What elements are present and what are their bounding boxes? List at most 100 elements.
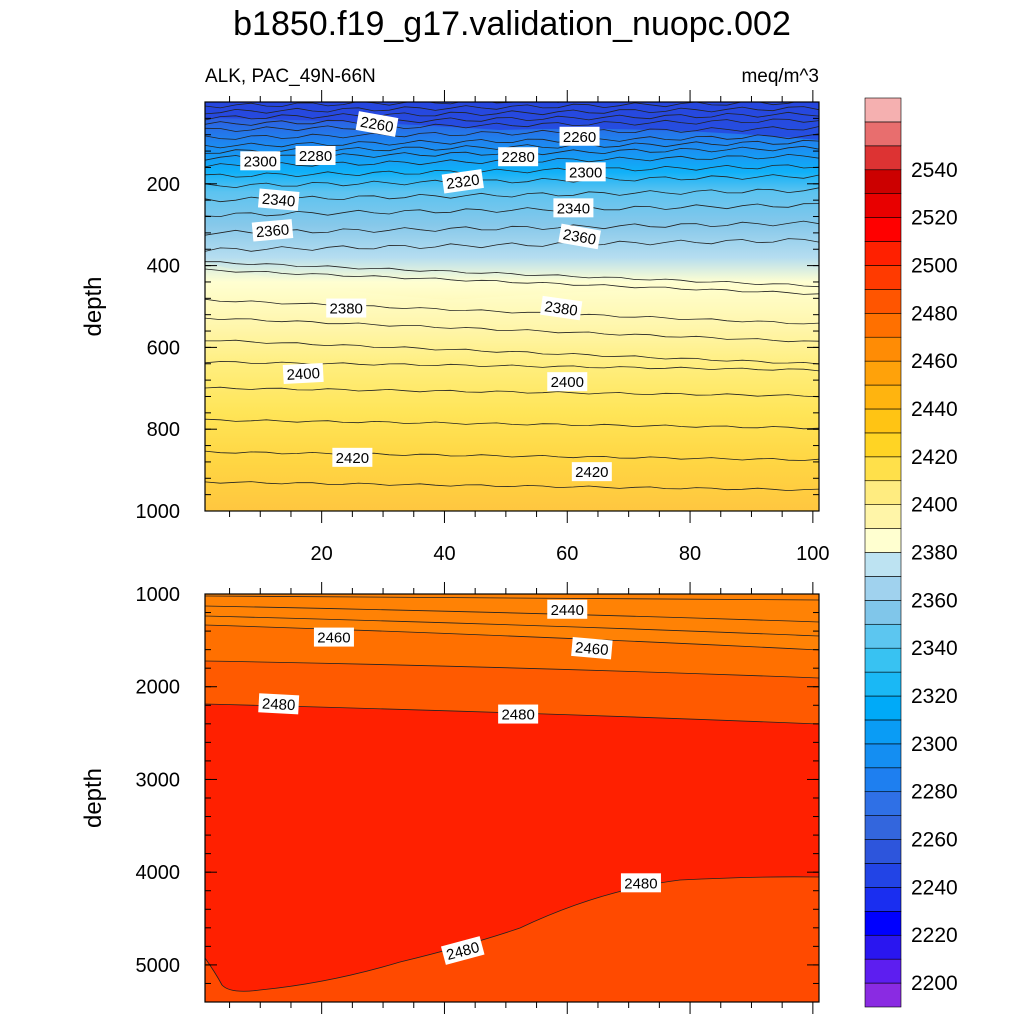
colorbar-swatch bbox=[864, 265, 902, 290]
contour-label-text: 2280 bbox=[299, 148, 332, 165]
contour-label-text: 2420 bbox=[336, 450, 369, 467]
lower-contour-line bbox=[205, 624, 819, 651]
upper-contour-line bbox=[205, 106, 819, 121]
upper-contour-line bbox=[205, 174, 819, 189]
upper-contour-line bbox=[205, 386, 819, 398]
contour-label-text: 2380 bbox=[330, 301, 363, 318]
upper-contour-line bbox=[205, 339, 819, 365]
lower-contour-line bbox=[205, 615, 819, 637]
contour-label: 2400 bbox=[547, 372, 588, 392]
contour-label-text: 2300 bbox=[244, 153, 277, 170]
colorbar-swatch bbox=[864, 432, 902, 458]
contour-label-box bbox=[440, 936, 485, 965]
contour-label: 2460 bbox=[571, 637, 613, 660]
colorbar-swatch bbox=[864, 934, 902, 960]
colorbar-tick-label: 2400 bbox=[911, 494, 958, 517]
contour-label-text: 2300 bbox=[569, 164, 602, 181]
colorbar-swatch bbox=[864, 504, 902, 529]
colorbar-swatch bbox=[864, 217, 902, 242]
contour-label-box bbox=[240, 151, 281, 171]
colorbar-swatch bbox=[864, 169, 902, 194]
upper-contour-line bbox=[205, 418, 819, 430]
contour-label: 2380 bbox=[326, 298, 367, 318]
contour-label: 2480 bbox=[440, 936, 485, 965]
x-tick-label: 60 bbox=[556, 543, 578, 565]
contour-label: 2340 bbox=[257, 188, 300, 211]
upper-contour-line bbox=[205, 187, 819, 203]
colorbar-swatch bbox=[864, 480, 902, 505]
x-tick-label: 20 bbox=[311, 543, 333, 565]
contour-label: 2380 bbox=[540, 295, 583, 321]
lower-panel-field bbox=[205, 594, 819, 1002]
contour-label-text: 2460 bbox=[574, 639, 609, 659]
contour-label-text: 2400 bbox=[551, 374, 584, 391]
contour-label-box bbox=[571, 637, 613, 660]
contour-label-box bbox=[558, 223, 601, 250]
contour-label: 2320 bbox=[441, 169, 484, 194]
colorbar-swatch bbox=[864, 528, 902, 553]
colorbar-swatch bbox=[864, 647, 902, 673]
lower-contour-line bbox=[205, 595, 819, 601]
contour-label-text: 2260 bbox=[563, 129, 596, 146]
contour-label: 2420 bbox=[332, 447, 373, 467]
contour-label-box bbox=[620, 873, 661, 893]
colorbar-tick-label: 2280 bbox=[911, 781, 958, 804]
contour-label-box bbox=[498, 147, 539, 167]
contour-label-box bbox=[251, 219, 294, 242]
contour-label-box bbox=[313, 627, 354, 647]
contour-label: 2340 bbox=[553, 198, 594, 218]
contour-label-box bbox=[332, 447, 373, 467]
colorbar-swatch bbox=[864, 600, 902, 625]
contour-label-box bbox=[571, 462, 612, 482]
colorbar-swatch bbox=[864, 408, 902, 434]
contour-label: 2480 bbox=[258, 693, 300, 715]
colorbar-tick-label: 2520 bbox=[911, 207, 958, 230]
y-tick-label: 800 bbox=[147, 419, 180, 441]
y-tick-label: 600 bbox=[147, 337, 180, 359]
colorbar-swatch bbox=[864, 241, 902, 266]
upper-contour-line bbox=[205, 203, 819, 218]
colorbar-swatch bbox=[864, 982, 902, 1008]
contour-label-text: 2480 bbox=[624, 875, 657, 892]
contour-label-box bbox=[547, 372, 588, 392]
upper-contour-line bbox=[205, 220, 819, 236]
contour-label: 2440 bbox=[547, 599, 588, 619]
upper-contour-line bbox=[205, 102, 819, 115]
colorbar-swatch bbox=[864, 887, 902, 912]
colorbar-swatch bbox=[864, 695, 902, 721]
colorbar-swatch bbox=[864, 289, 902, 314]
y-tick-label: 1000 bbox=[136, 501, 181, 523]
contour-label-box bbox=[540, 295, 583, 321]
contour-label-text: 2400 bbox=[286, 365, 320, 384]
colorbar-tick-label: 2440 bbox=[911, 398, 958, 421]
x-tick-label: 80 bbox=[679, 543, 701, 565]
colorbar-tick-label: 2220 bbox=[911, 924, 958, 947]
contour-label: 2480 bbox=[498, 704, 539, 724]
colorbar-tick-label: 2300 bbox=[911, 733, 958, 756]
upper-contour-line bbox=[205, 164, 819, 178]
contour-label-box bbox=[553, 198, 594, 218]
contour-label-box bbox=[559, 126, 600, 146]
colorbar-tick-label: 2240 bbox=[911, 876, 958, 899]
y-axis-label: depth bbox=[80, 276, 107, 336]
colorbar-swatch bbox=[864, 815, 902, 840]
contour-label-text: 2340 bbox=[261, 191, 296, 211]
upper-contour-line bbox=[205, 268, 819, 295]
y-tick-label: 200 bbox=[147, 174, 180, 196]
chart-units: meq/m^3 bbox=[741, 66, 819, 87]
contour-label-text: 2480 bbox=[501, 707, 534, 724]
y-tick-label: 4000 bbox=[136, 862, 181, 884]
lower-contour-line bbox=[205, 605, 819, 623]
lower-contour-line bbox=[205, 660, 819, 679]
colorbar-swatch bbox=[864, 719, 902, 745]
contour-label-box bbox=[441, 169, 484, 194]
colorbar-tick-label: 2420 bbox=[911, 446, 958, 469]
colorbar-swatch bbox=[864, 97, 902, 123]
upper-contour-line bbox=[205, 261, 819, 288]
colorbar-swatch bbox=[864, 360, 902, 386]
x-tick-label: 100 bbox=[796, 543, 829, 565]
contour-label-text: 2460 bbox=[317, 630, 350, 647]
contour-label: 2260 bbox=[355, 111, 399, 137]
colorbar-swatch bbox=[864, 743, 902, 769]
upper-contour-line bbox=[205, 481, 819, 492]
